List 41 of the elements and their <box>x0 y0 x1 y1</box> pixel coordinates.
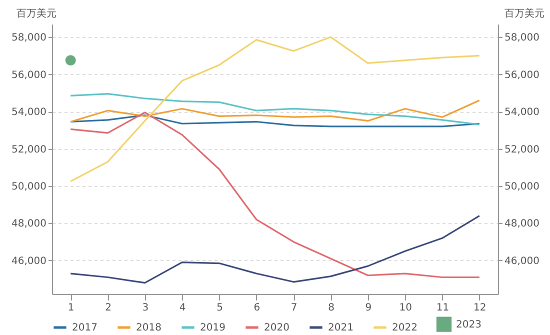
y-tick-label: 46,000 <box>12 256 46 267</box>
x-tick-label: 8 <box>328 302 334 314</box>
line-series <box>70 214 480 284</box>
line-series <box>70 93 480 126</box>
legend-label: 2021 <box>328 322 354 334</box>
legend-label: 2017 <box>72 322 98 334</box>
legend-label: 2020 <box>264 322 290 334</box>
legend-label: 2023 <box>456 319 482 330</box>
x-tick-label: 1 <box>68 302 74 314</box>
line-series <box>70 112 480 278</box>
y-axis-title: 百万美元 <box>16 8 56 20</box>
y2-tick-label: 46,000 <box>504 256 540 267</box>
line-series <box>70 100 480 123</box>
y2-tick-label: 52,000 <box>504 144 540 156</box>
y2-tick-label: 58,000 <box>504 32 540 44</box>
y-tick-label: 58,000 <box>12 32 46 44</box>
x-tick-label: 3 <box>142 302 149 314</box>
y-tick-label: 50,000 <box>12 182 46 192</box>
x-tick-label: 4 <box>179 302 186 314</box>
line-series <box>70 36 480 182</box>
x-tick-label: 9 <box>365 302 372 314</box>
y-tick-label: 52,000 <box>12 144 46 156</box>
x-tick-label: 12 <box>474 302 486 314</box>
y2-tick-label: 48,000 <box>504 218 540 230</box>
legend-label: 2019 <box>200 322 226 334</box>
x-tick-label: 11 <box>436 302 450 314</box>
x-tick-label: 2 <box>105 302 112 314</box>
y2-axis-title: 百万美元 <box>504 8 544 20</box>
legend-label: 2018 <box>136 322 162 334</box>
legend-label: 2022 <box>392 322 418 334</box>
y2-tick-label: 54,000 <box>504 107 540 118</box>
y-tick-label: 54,000 <box>12 107 46 118</box>
x-tick-label: 5 <box>216 302 223 314</box>
line-series <box>70 114 480 128</box>
x-tick-label: 6 <box>254 302 260 314</box>
y-tick-label: 48,000 <box>12 218 46 230</box>
x-tick-label: 10 <box>399 302 412 314</box>
x-tick-label: 7 <box>290 302 298 314</box>
y2-tick-label: 50,000 <box>504 182 540 192</box>
y-tick-label: 56,000 <box>12 70 46 81</box>
y2-tick-label: 56,000 <box>504 70 540 81</box>
